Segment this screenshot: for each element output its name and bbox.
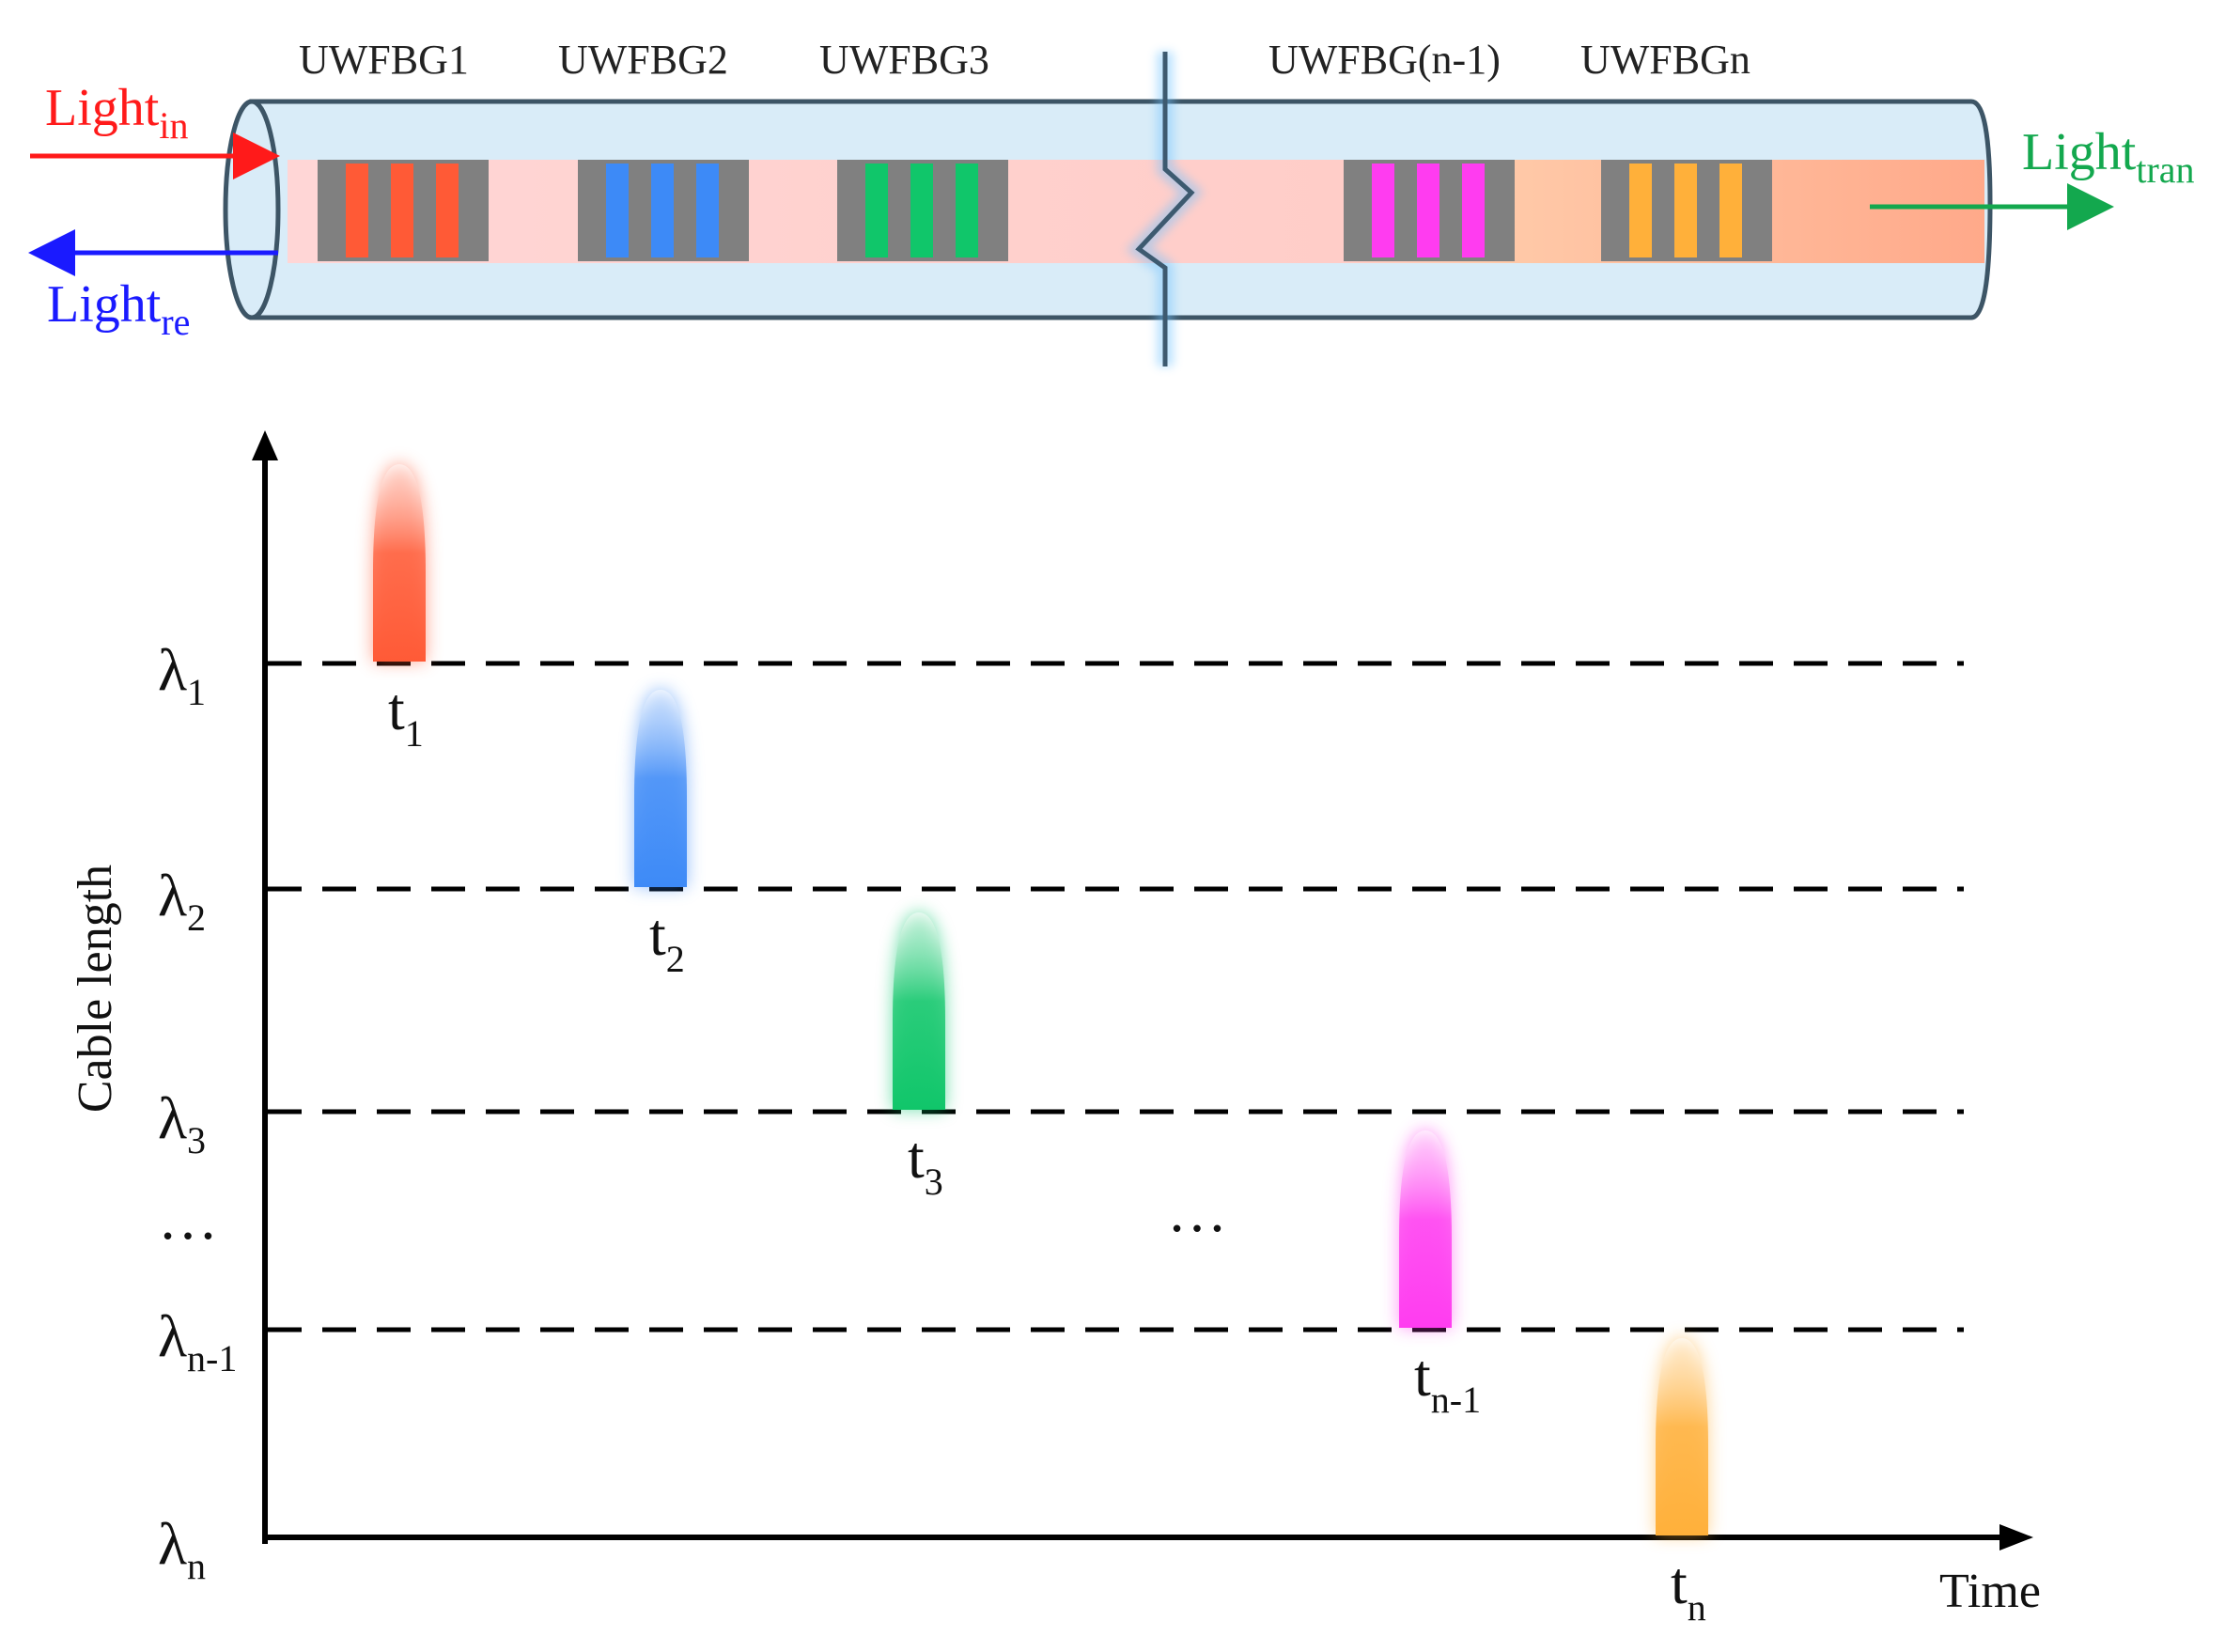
grating-stripe [1462,164,1485,257]
svg-text:Lightin: Lightin [45,79,188,147]
grating-4: UWFBG(n-1) [1268,37,1515,261]
pulse-shape [1399,1130,1452,1328]
grating-label: UWFBG3 [819,37,989,83]
x-axis-arrowhead [1999,1524,2033,1551]
middle-ellipsis: … [1167,1177,1227,1244]
light-tran-label: Light [2022,123,2137,181]
pulse-group: t1 t2 t3 tn-1 tn [373,464,1708,1629]
y-axis-title: Cable length [69,865,122,1113]
grating-stripe [910,164,933,257]
light-re-arrow: Lightre [28,229,278,343]
level-label: λn [158,1510,206,1587]
x-axis-title: Time [1939,1565,2041,1618]
grating-stripe [865,164,888,257]
grating-stripe [651,164,674,257]
grating-array: UWFBG1 UWFBG2 UWFBG3 UWFBG(n-1) UWFBGn [299,37,1772,261]
grating-stripe [696,164,719,257]
pulse-n: tn [1656,1338,1708,1629]
break-mark [1126,52,1204,366]
grating-label: UWFBG(n-1) [1268,37,1501,83]
light-in-label: Light [45,79,160,137]
grating-label: UWFBGn [1580,37,1750,83]
svg-text:Lighttran: Lighttran [2022,123,2195,191]
grating-stripe [1719,164,1742,257]
pulse-time-label: t3 [908,1124,943,1203]
svg-text:Lightre: Lightre [47,275,190,343]
pulse-3: t3 [893,912,945,1203]
grating-stripe [1417,164,1439,257]
light-in-arrow: Lightin [30,79,280,179]
pulse-shape [893,912,945,1110]
grating-stripe [606,164,629,257]
grating-stripe [391,164,413,257]
pulse-n-1: tn-1 [1399,1130,1481,1421]
pulse-shape [634,690,687,887]
grating-stripe [436,164,459,257]
level-label: λn-1 [158,1302,237,1379]
grating-stripe [1372,164,1394,257]
level-label: … [158,1185,218,1252]
pulse-2: t2 [634,690,687,980]
pulse-time-label: t2 [649,901,685,980]
pulse-shape [373,464,426,662]
grating-3: UWFBG3 [819,37,1008,261]
grating-5: UWFBGn [1580,37,1772,261]
light-re-sub: re [161,301,190,343]
grating-label: UWFBG2 [558,37,728,83]
timing-chart: Time Cable length λ1 λ2 λ3 … λn-1 λn t1 t2 t3 tn… [69,430,2041,1629]
grating-stripe [346,164,368,257]
grating-stripe [1674,164,1697,257]
grating-stripe [1629,164,1652,257]
pulse-shape [1656,1338,1708,1535]
level-lines: λ1 λ2 λ3 … λn-1 λn [158,636,1964,1587]
grating-stripe [956,164,978,257]
grating-2: UWFBG2 [558,37,749,261]
level-label: λ3 [158,1084,206,1161]
level-label: λ1 [158,636,206,713]
grating-1: UWFBG1 [299,37,489,261]
pulse-time-label: tn [1671,1550,1706,1629]
pulse-time-label: tn-1 [1414,1342,1481,1421]
pulse-1: t1 [373,464,426,755]
y-axis-arrowhead [252,430,278,460]
light-in-sub: in [159,104,188,147]
light-tran-sub: tran [2136,148,2194,191]
grating-label: UWFBG1 [299,37,469,83]
pulse-time-label: t1 [388,676,424,755]
light-tran-arrow: Lighttran [1870,123,2195,230]
light-re-label: Light [47,275,162,334]
level-label: λ2 [158,862,206,939]
